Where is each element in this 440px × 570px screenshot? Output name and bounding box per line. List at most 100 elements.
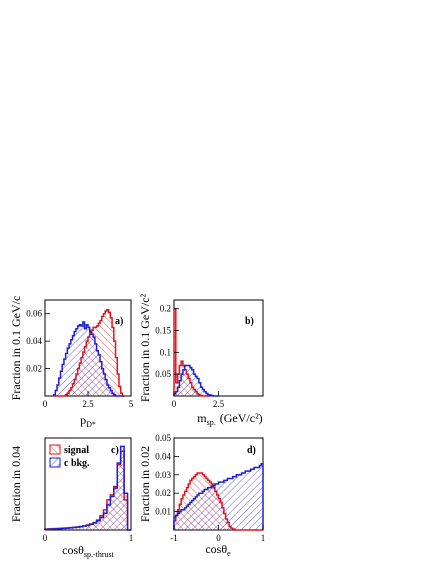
panel-c-background-bin bbox=[82, 525, 87, 530]
panel-d-background-bin bbox=[248, 471, 251, 530]
panel-a-signal-bin bbox=[106, 309, 109, 396]
panel-c-ylabel: Fraction in 0.04 bbox=[9, 446, 23, 522]
panel-d-background-bin bbox=[234, 476, 237, 530]
panel-a-background-bin bbox=[91, 334, 94, 396]
panel-c-background-bin bbox=[75, 527, 80, 530]
panel-c-background-bin bbox=[110, 496, 114, 530]
panel-a-background-bin bbox=[70, 339, 73, 396]
panel-d-background-bin bbox=[195, 496, 198, 530]
panel-b-background-bin bbox=[181, 374, 183, 396]
panel-a-signal-bin bbox=[108, 312, 111, 396]
panel-a-background-bin bbox=[79, 324, 82, 396]
panel-d-background-bin bbox=[179, 511, 182, 530]
panel-a-background-bin bbox=[101, 368, 104, 396]
panel-b-signal-bin bbox=[177, 374, 180, 396]
panel-a-background-bin bbox=[63, 358, 66, 396]
panel-d-background-bin bbox=[223, 480, 226, 530]
panel-d-background-bin bbox=[232, 476, 235, 530]
panel-c-legend: signal c bkg. bbox=[49, 444, 90, 469]
panel-a-signal-bin bbox=[113, 341, 116, 396]
panel-c-background-bin bbox=[113, 488, 118, 530]
panel-a-background-bin bbox=[65, 353, 68, 396]
panel-d-background-bin bbox=[190, 502, 192, 530]
panel-d-background-bin bbox=[184, 507, 187, 530]
panel-c-background-bin bbox=[124, 493, 128, 530]
panel-a-background-bin bbox=[55, 390, 58, 396]
panel-a-background-bin bbox=[94, 343, 97, 396]
panel-d-background-outline bbox=[173, 463, 264, 530]
panel-d-series bbox=[173, 463, 264, 531]
panel-d-background-bin bbox=[225, 480, 228, 530]
panel-c-background-bin bbox=[117, 463, 121, 530]
panel-d-xtick-label: 1 bbox=[261, 533, 266, 543]
panel-d-background-bin bbox=[238, 474, 240, 530]
panel-d-background-bin bbox=[202, 491, 205, 530]
panel-d-background-bin bbox=[211, 485, 214, 530]
panel-a-background-bin bbox=[108, 387, 111, 396]
panel-c-background-bin bbox=[72, 527, 76, 530]
panel-b-background-bin bbox=[184, 365, 187, 396]
panel-a-signal-bin bbox=[105, 310, 107, 396]
panel-d-background-bin bbox=[254, 467, 256, 530]
panel-d-background-bin bbox=[174, 517, 176, 530]
panel-d-xtick-label: -1 bbox=[170, 533, 178, 543]
panel-d-ytick-label: 0.02 bbox=[155, 488, 171, 498]
panel-a-background-bin bbox=[75, 328, 78, 396]
panel-d-ytick-label: 0.01 bbox=[155, 507, 171, 517]
panel-d-background-bin bbox=[222, 482, 224, 530]
panel-b-background-bin bbox=[197, 378, 199, 396]
panel-a-ylabel: Fraction in 0.1 GeV/c bbox=[9, 296, 23, 401]
panel-a-signal-bin bbox=[110, 317, 113, 396]
panel-a-background-outline bbox=[52, 321, 125, 397]
panel-a-signal-bin bbox=[120, 393, 123, 396]
panel-d-background-bin bbox=[181, 509, 183, 530]
panel-c-background-bin bbox=[100, 517, 104, 530]
panel-d-background-bin bbox=[206, 489, 208, 530]
panel-d-ytick-label: 0.05 bbox=[155, 433, 171, 443]
panel-d-background-bin bbox=[193, 498, 196, 530]
panel-b-background-bin bbox=[175, 391, 178, 396]
panel-a-background-bin bbox=[60, 371, 63, 396]
panel-a-background-bin bbox=[105, 379, 107, 396]
panel-a-background-bin bbox=[77, 326, 80, 396]
panel-a-ticks: 0 2.5 5 0.02 0.04 0.06 bbox=[26, 309, 134, 409]
panel-a-background-bin bbox=[74, 331, 76, 396]
panel-b-ylabel: Fraction in 0.1 GeV/c² bbox=[138, 293, 152, 402]
legend-swatch-background bbox=[49, 457, 61, 468]
legend-label-signal: signal bbox=[64, 445, 89, 456]
panel-a-xtick-label: 5 bbox=[129, 399, 134, 409]
panel-a-ytick-label: 0.02 bbox=[26, 364, 42, 374]
panel-b-xlabel-sub: sp. bbox=[207, 418, 216, 427]
panel-a: 0 2.5 5 0.02 0.04 0.06 a) Fraction in 0.1 GeV… bbox=[9, 296, 134, 429]
panel-d-background-bin bbox=[175, 515, 178, 530]
panel-a-xtick-label: 2.5 bbox=[82, 399, 94, 409]
panel-b-signal-bin bbox=[175, 382, 178, 396]
panel-d-background-bin bbox=[229, 478, 231, 530]
panel-b-background-bin bbox=[190, 367, 192, 396]
panel-a-background-bin bbox=[67, 348, 70, 396]
panel-d-background-bin bbox=[227, 478, 230, 530]
panel-a-signal-bin bbox=[101, 316, 104, 396]
panel-a-background-bin bbox=[84, 328, 87, 396]
panel-c-background-bin bbox=[89, 524, 94, 530]
panel-c-background-outline bbox=[44, 445, 131, 531]
panel-d-background-bin bbox=[252, 469, 255, 530]
panel-b-background-outline bbox=[173, 364, 219, 397]
panel-d-background-bin bbox=[245, 471, 247, 530]
panel-b-background-bin bbox=[188, 365, 191, 396]
panel-d-background-bin bbox=[209, 487, 212, 530]
panel-a-signal-bin bbox=[100, 320, 102, 396]
panel-c-xlabel-sub: sp.-thrust bbox=[84, 550, 115, 559]
panel-d-background-bin bbox=[239, 474, 242, 530]
panel-c-background-bin bbox=[69, 527, 73, 530]
panel-a-signal-bin bbox=[118, 386, 121, 396]
panel-a-background-bin bbox=[96, 350, 99, 396]
panel-b-background-bin bbox=[204, 391, 207, 396]
panel-b-ytick-label: 0.15 bbox=[155, 326, 171, 336]
panel-b-background-bin bbox=[206, 393, 208, 396]
panel-b-background-bin bbox=[186, 365, 189, 396]
panel-a-background-bin bbox=[57, 385, 59, 396]
